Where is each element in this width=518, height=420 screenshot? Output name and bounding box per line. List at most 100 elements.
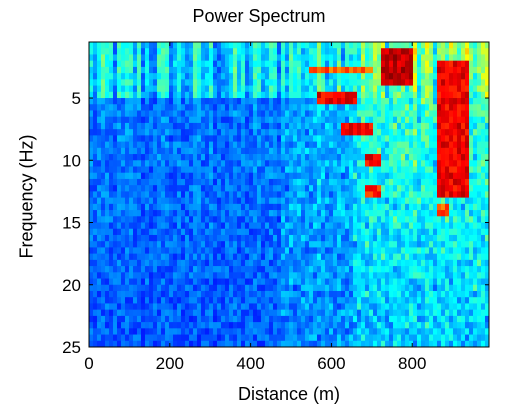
heatmap-cell <box>361 222 366 230</box>
heatmap-cell <box>457 104 462 111</box>
heatmap-cell <box>185 191 190 199</box>
heatmap-cell <box>277 172 282 180</box>
heatmap-cell <box>413 191 418 199</box>
heatmap-cell <box>277 297 282 304</box>
heatmap-cell <box>101 129 106 136</box>
heatmap-cell <box>349 191 354 199</box>
heatmap-cell <box>293 228 298 236</box>
heatmap-cell <box>265 266 270 273</box>
heatmap-cell <box>137 247 142 255</box>
heatmap-cell <box>421 172 426 180</box>
heatmap-cell <box>277 85 282 93</box>
heatmap-cell <box>93 160 98 167</box>
heatmap-cell <box>461 66 466 74</box>
heatmap-cell <box>289 154 294 161</box>
heatmap-cell <box>425 259 430 267</box>
heatmap-cell <box>137 259 142 267</box>
heatmap-cell <box>201 166 206 174</box>
heatmap-cell <box>337 135 342 142</box>
heatmap-cell <box>137 197 142 205</box>
heatmap-cell <box>209 303 214 311</box>
heatmap-cell <box>157 247 162 255</box>
heatmap-cell <box>477 197 482 205</box>
heatmap-cell <box>485 247 490 255</box>
heatmap-cell <box>273 303 278 311</box>
heatmap-cell <box>157 185 162 192</box>
heatmap-cell <box>281 54 286 62</box>
heatmap-cell <box>177 110 182 118</box>
heatmap-cell <box>89 66 94 74</box>
heatmap-cell <box>369 73 374 80</box>
heatmap-cell <box>225 253 230 261</box>
heatmap-cell <box>385 309 390 317</box>
heatmap-cell <box>161 303 166 311</box>
heatmap-cell <box>281 48 286 55</box>
heatmap-cell <box>181 309 186 317</box>
heatmap-cell <box>277 98 282 105</box>
heatmap-cell <box>413 228 418 236</box>
heatmap-cell <box>117 334 122 342</box>
heatmap-cell <box>209 122 214 130</box>
heatmap-cell <box>373 147 378 155</box>
heatmap-cell <box>245 60 250 68</box>
heatmap-cell <box>221 154 226 161</box>
heatmap-cell <box>265 141 270 149</box>
heatmap-cell <box>397 303 402 311</box>
heatmap-cell <box>89 48 94 55</box>
heatmap-cell <box>465 116 470 124</box>
heatmap-cell <box>393 91 398 99</box>
heatmap-cell <box>141 160 146 167</box>
heatmap-cell <box>305 166 310 174</box>
heatmap-cell <box>141 303 146 311</box>
heatmap-cell <box>345 166 350 174</box>
heatmap-cell <box>365 203 370 211</box>
heatmap-cell <box>305 85 310 93</box>
heatmap-cell <box>301 141 306 149</box>
heatmap-cell <box>397 98 402 105</box>
heatmap-cell <box>317 172 322 180</box>
heatmap-cell <box>245 104 250 111</box>
heatmap-cell <box>449 154 454 161</box>
heatmap-cell <box>345 54 350 62</box>
heatmap-cell <box>249 172 254 180</box>
heatmap-cell <box>213 60 218 68</box>
heatmap-cell <box>213 272 218 279</box>
heatmap-cell <box>201 303 206 311</box>
heatmap-cell <box>353 122 358 130</box>
heatmap-cell <box>237 54 242 62</box>
heatmap-cell <box>453 178 458 186</box>
heatmap-cell <box>313 259 318 267</box>
heatmap-cell <box>105 328 110 335</box>
heatmap-cell <box>485 241 490 248</box>
heatmap-cell <box>321 147 326 155</box>
heatmap-cell <box>333 42 338 49</box>
heatmap-cell <box>429 66 434 74</box>
heatmap-cell <box>101 104 106 111</box>
heatmap-cell <box>157 266 162 273</box>
heatmap-cell <box>389 228 394 236</box>
heatmap-cell <box>93 141 98 149</box>
heatmap-cell <box>193 216 198 223</box>
heatmap-cell <box>349 91 354 99</box>
heatmap-cell <box>321 315 326 323</box>
heatmap-cell <box>301 160 306 167</box>
heatmap-cell <box>237 266 242 273</box>
heatmap-cell <box>345 309 350 317</box>
heatmap-cell <box>129 266 134 273</box>
heatmap-cell <box>257 85 262 93</box>
heatmap-cell <box>133 297 138 304</box>
heatmap-cell <box>337 172 342 180</box>
heatmap-cell <box>321 290 326 298</box>
heatmap-cell <box>161 85 166 93</box>
heatmap-cell <box>149 91 154 99</box>
heatmap-cell <box>101 42 106 49</box>
heatmap-cell <box>245 278 250 286</box>
heatmap-cell <box>277 266 282 273</box>
heatmap-cell <box>373 247 378 255</box>
heatmap-cell <box>481 66 486 74</box>
heatmap-cell <box>457 73 462 80</box>
heatmap-cell <box>277 334 282 342</box>
heatmap-cell <box>129 42 134 49</box>
heatmap-cell <box>357 42 362 49</box>
heatmap-cell <box>445 191 450 199</box>
